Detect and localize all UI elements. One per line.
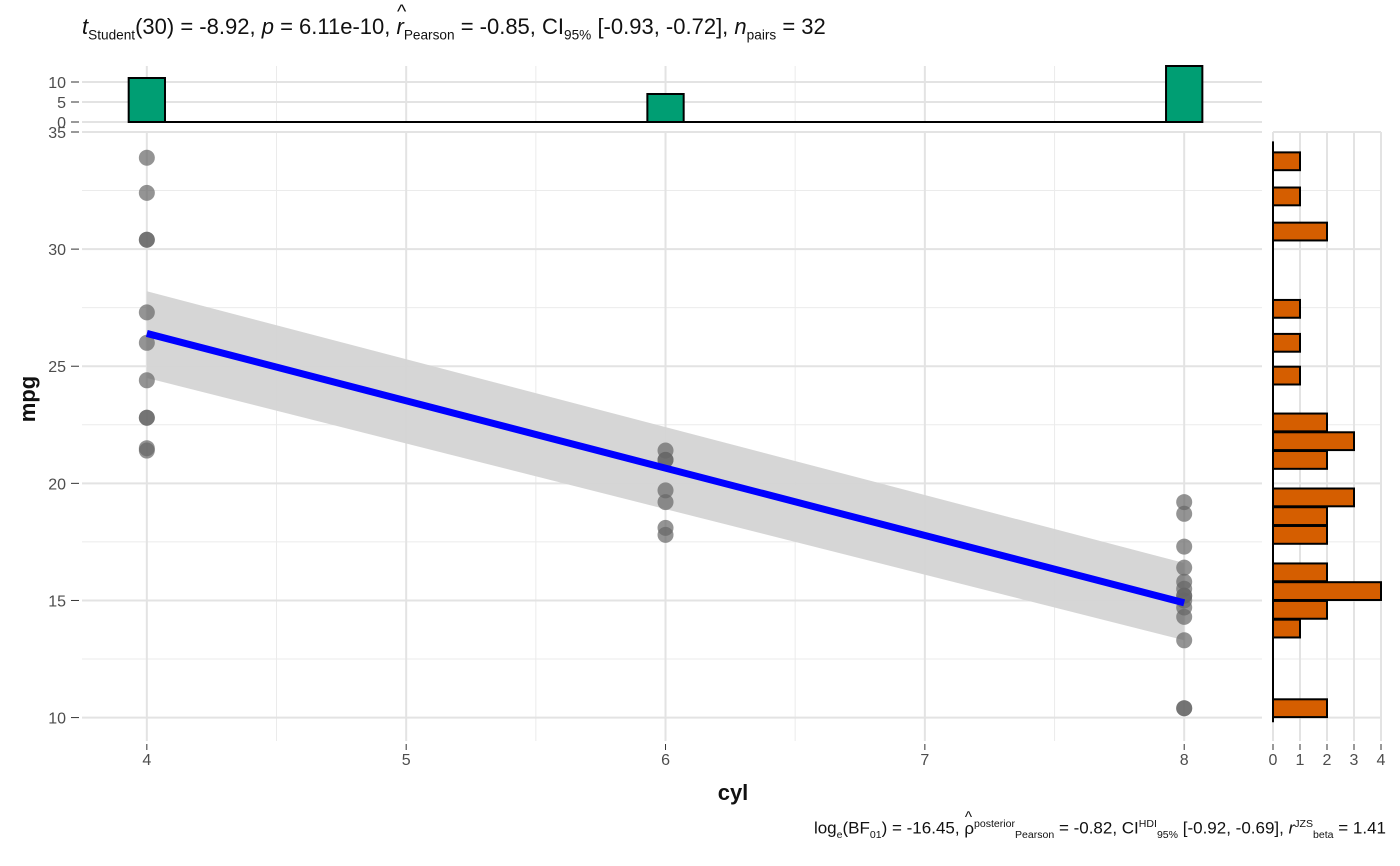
title-t-label: t: [82, 14, 89, 39]
top-histogram: 0 5 10: [48, 65, 1262, 132]
top-hist-bar: [127, 77, 166, 123]
right-hist-bar: [1272, 524, 1328, 545]
y-tick-label: 10: [48, 711, 66, 728]
title-r-label: r: [396, 1, 406, 40]
right-hist-bar: [1272, 151, 1301, 172]
x-tick-label: 6: [661, 752, 670, 769]
regression-line: [145, 330, 1186, 607]
right-hist-bar: [1272, 186, 1301, 207]
x-axis-title: cyl: [718, 780, 749, 805]
top-hist-tick-label: 0: [57, 115, 66, 132]
title-n-sub: pairs: [746, 27, 777, 43]
title-ci-sub: 95%: [564, 27, 592, 43]
subtitle-bf-sub: 01: [869, 829, 882, 842]
title-p-value: = 6.11e-10,: [280, 14, 391, 39]
right-hist-bar: [1272, 599, 1328, 620]
x-tick-label: 8: [1180, 752, 1189, 769]
data-point: [138, 149, 155, 166]
title-n-value: = 32: [782, 14, 826, 39]
data-point: [138, 231, 155, 248]
data-point: [138, 442, 155, 459]
subtitle-rho-sub: Pearson: [1014, 829, 1055, 842]
y-tick-label: 15: [48, 593, 66, 610]
top-hist-tick-label: 10: [48, 75, 66, 92]
data-point: [138, 184, 155, 201]
right-hist-bar: [1272, 412, 1328, 433]
subtitle-ci-value: [-0.92, -0.69],: [1182, 818, 1284, 838]
data-point: [657, 482, 674, 499]
subtitle-r-sup: JZS: [1294, 818, 1314, 830]
points-layer: [138, 149, 1193, 717]
subtitle-rho-sup: posterior: [973, 818, 1015, 830]
top-hist-bar: [1165, 65, 1204, 123]
right-hist-bar: [1272, 431, 1355, 452]
grid: [82, 131, 1262, 741]
right-hist-bar: [1272, 562, 1328, 583]
data-point: [1176, 559, 1193, 576]
data-point: [1176, 700, 1193, 717]
subtitle-r-sub: beta: [1313, 829, 1334, 842]
top-hist-bar: [646, 93, 685, 123]
data-point: [138, 304, 155, 321]
regression-line-layer: [145, 330, 1186, 607]
subtitle-r-label: r: [1288, 818, 1295, 838]
subtitle-r-value: = 1.41: [1338, 818, 1386, 838]
right-hist-tick-label: 3: [1350, 752, 1359, 769]
right-hist-bar: [1272, 450, 1328, 470]
right-hist-tick-label: 1: [1296, 752, 1305, 769]
y-axis-title: mpg: [15, 376, 40, 422]
right-hist-bar: [1272, 581, 1382, 601]
right-hist-bar: [1272, 487, 1355, 508]
y-tick-label: 30: [48, 242, 66, 259]
subtitle-rho-label: ρ: [964, 809, 974, 839]
right-hist-bar: [1272, 221, 1328, 242]
right-hist-bar: [1272, 506, 1328, 527]
y-tick-label: 35: [48, 125, 66, 142]
subtitle-rho-value: = -0.82, CI: [1058, 818, 1139, 838]
title-t-sub: Student: [88, 27, 136, 43]
right-hist-tick-label: 2: [1323, 752, 1332, 769]
data-point: [1176, 505, 1193, 522]
title-r-value: = -0.85, CI: [460, 14, 565, 39]
data-point: [1176, 632, 1193, 649]
data-point: [138, 334, 155, 351]
right-hist-bar: [1272, 618, 1301, 639]
x-tick-label: 7: [920, 752, 929, 769]
data-point: [138, 409, 155, 426]
y-tick-label: 25: [48, 359, 66, 376]
right-hist-bar: [1272, 365, 1301, 386]
data-point: [1176, 608, 1193, 625]
right-hist-tick-label: 0: [1269, 752, 1278, 769]
data-point: [657, 526, 674, 543]
subtitle-ci-sub: 95%: [1156, 829, 1179, 842]
data-point: [1176, 538, 1193, 555]
title-ci-value: [-0.93, -0.72],: [597, 14, 729, 39]
chart-subtitle: loge(BF01) = -16.45, ρposteriorPearson =…: [813, 809, 1386, 842]
data-point: [657, 494, 674, 511]
title-df: (30) = -8.92,: [135, 14, 256, 39]
subtitle-ci-sup: HDI: [1138, 818, 1157, 830]
chart-title: tStudent(30) = -8.92, p = 6.11e-10, rPea…: [82, 1, 826, 43]
subtitle-bf-value: ) = -16.45,: [881, 818, 960, 838]
y-tick-label: 20: [48, 476, 66, 493]
right-hist-tick-label: 4: [1377, 752, 1386, 769]
x-tick-label: 5: [402, 752, 411, 769]
tick-labels: 4 5 6 7 8 10 15 20 25 30 35: [48, 125, 1189, 769]
subtitle-log-sub: e: [836, 829, 843, 842]
title-r-sub: Pearson: [403, 27, 455, 43]
right-hist-bar: [1272, 698, 1328, 719]
title-p-label: p: [261, 14, 274, 39]
title-n-label: n: [734, 14, 747, 39]
subtitle-log-label: log: [813, 818, 837, 838]
x-tick-label: 4: [142, 752, 151, 769]
top-hist-tick-label: 5: [57, 95, 66, 112]
subtitle-bf-text: (BF: [842, 818, 870, 838]
right-histogram: 0 1 2 3 4: [1269, 131, 1386, 769]
right-hist-bar: [1272, 298, 1301, 319]
right-hist-bar: [1272, 332, 1301, 353]
data-point: [1176, 494, 1193, 511]
data-point: [138, 372, 155, 389]
